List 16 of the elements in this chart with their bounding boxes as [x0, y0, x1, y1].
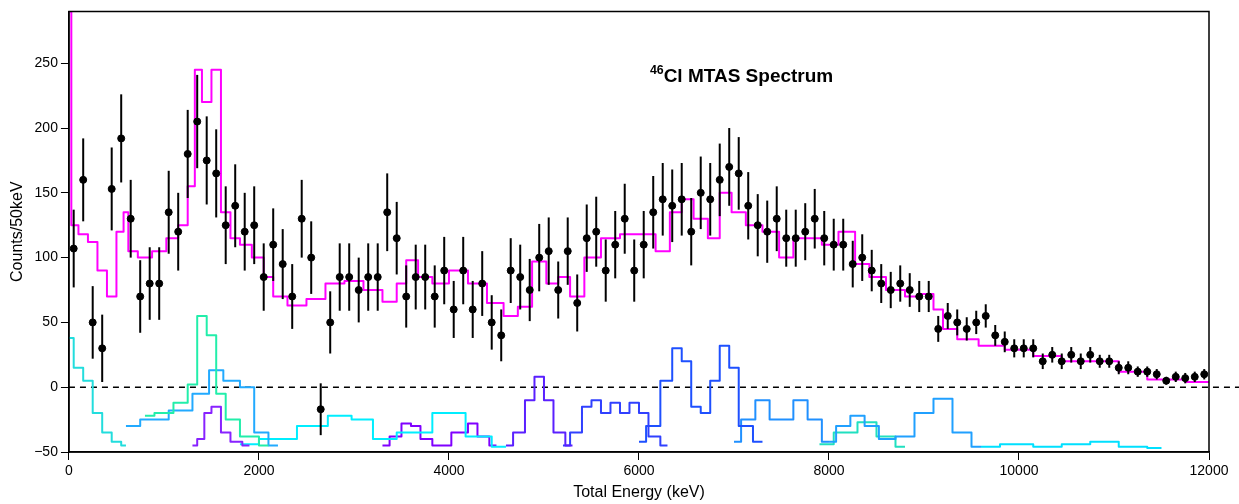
x-tick-label: 0 — [65, 462, 74, 479]
x-tick-label: 4000 — [433, 462, 465, 479]
y-tick-label: 250 — [34, 54, 59, 71]
y-tick-label: −50 — [34, 442, 59, 459]
y-axis-title: Counts/50keV — [8, 181, 26, 282]
x-tick-label: 8000 — [813, 462, 845, 479]
x-tick-label: 12000 — [1189, 462, 1229, 479]
y-tick-label: 50 — [42, 313, 59, 330]
x-tick-label: 2000 — [243, 462, 275, 479]
x-axis-title: Total Energy (keV) — [573, 482, 705, 500]
y-tick-label: 200 — [34, 118, 59, 135]
x-tick-label: 10000 — [999, 462, 1039, 479]
y-tick-label: 100 — [34, 248, 59, 265]
y-tick-label: 150 — [34, 183, 59, 200]
x-tick-label: 6000 — [623, 462, 655, 479]
y-tick-label: 0 — [50, 378, 59, 395]
